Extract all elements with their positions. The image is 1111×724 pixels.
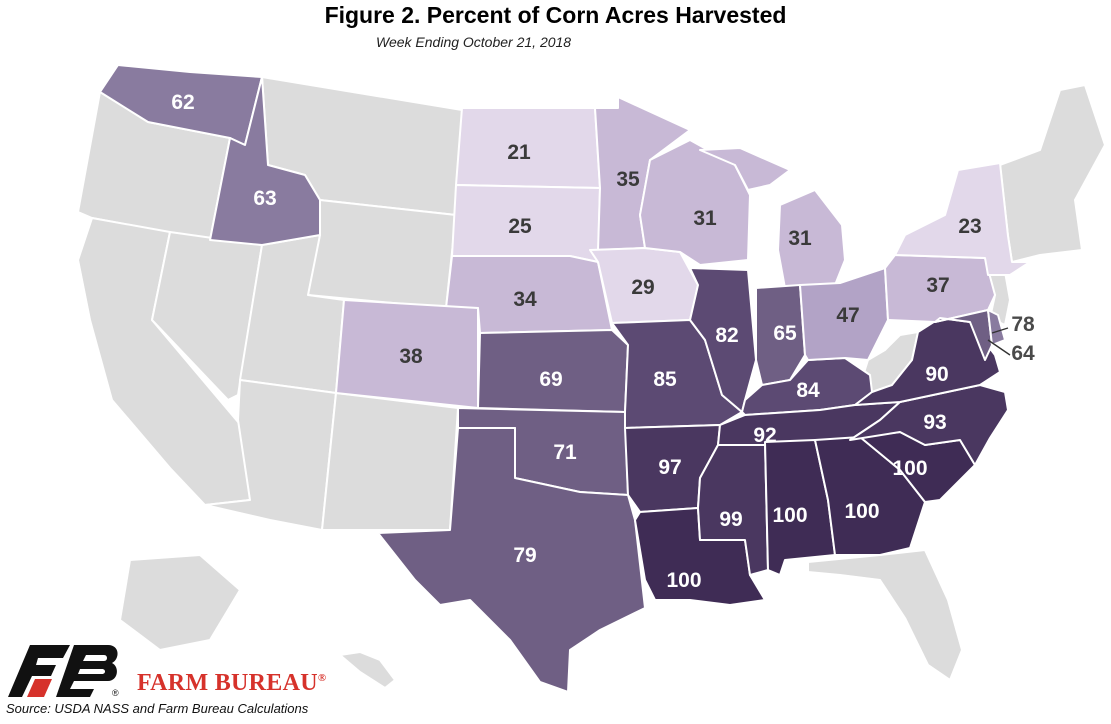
- label-ga: 100: [844, 500, 879, 523]
- label-mn: 35: [616, 168, 640, 191]
- label-mi: 31: [788, 227, 812, 250]
- label-co: 38: [399, 345, 423, 368]
- label-sd: 25: [508, 215, 532, 238]
- label-sc: 100: [892, 457, 927, 480]
- label-ia: 29: [631, 276, 654, 299]
- label-nc: 93: [923, 411, 946, 434]
- label-wa: 62: [171, 91, 194, 114]
- label-il: 82: [715, 324, 738, 347]
- state-id: [209, 76, 321, 246]
- label-tn: 92: [753, 424, 776, 447]
- state-mi-upper: [699, 147, 791, 191]
- state-tx: [377, 427, 646, 693]
- label-oh: 47: [836, 304, 859, 327]
- state-value-labels: 62 63 21 25 34 38 69 71 79 35 29 85 97 1…: [171, 91, 1035, 592]
- label-ne: 34: [513, 288, 537, 311]
- label-ny: 23: [958, 215, 981, 238]
- label-de: 64: [1011, 342, 1035, 365]
- label-pa: 37: [926, 274, 949, 297]
- state-de: [987, 309, 1006, 346]
- label-ks: 69: [539, 368, 562, 391]
- label-id: 63: [253, 187, 276, 210]
- label-in: 65: [773, 322, 797, 345]
- state-nm: [321, 392, 459, 531]
- label-va: 90: [925, 363, 948, 386]
- source-note: Source: USDA NASS and Farm Bureau Calcul…: [6, 701, 309, 716]
- label-mo: 85: [653, 368, 677, 391]
- state-new-england: [999, 84, 1106, 263]
- data-states: [99, 64, 1031, 693]
- farm-bureau-logo-icon: ®: [8, 645, 119, 698]
- label-nd: 21: [507, 141, 531, 164]
- label-md: 78: [1011, 313, 1035, 336]
- svg-text:®: ®: [112, 688, 119, 698]
- label-ok: 71: [553, 441, 577, 464]
- callout-lines: [987, 327, 1011, 356]
- label-la: 100: [666, 569, 701, 592]
- label-wi: 31: [693, 207, 717, 230]
- map-subtitle: Week Ending October 21, 2018: [376, 34, 572, 50]
- state-ak: [119, 554, 241, 651]
- label-ms: 99: [719, 508, 742, 531]
- state-il: [689, 267, 757, 413]
- state-wy: [307, 199, 457, 309]
- state-mi: [777, 189, 846, 289]
- farm-bureau-brand-text: FARM BUREAU®: [137, 670, 327, 696]
- state-fl: [807, 549, 963, 681]
- no-data-states: [77, 76, 1106, 689]
- label-ky: 84: [796, 379, 820, 402]
- state-ny: [894, 162, 1031, 276]
- label-al: 100: [772, 504, 807, 527]
- state-hi: [339, 651, 396, 689]
- map-title: Figure 2. Percent of Corn Acres Harveste…: [324, 2, 787, 28]
- label-ar: 97: [658, 456, 681, 479]
- state-oh: [799, 267, 889, 361]
- label-tx: 79: [513, 544, 536, 567]
